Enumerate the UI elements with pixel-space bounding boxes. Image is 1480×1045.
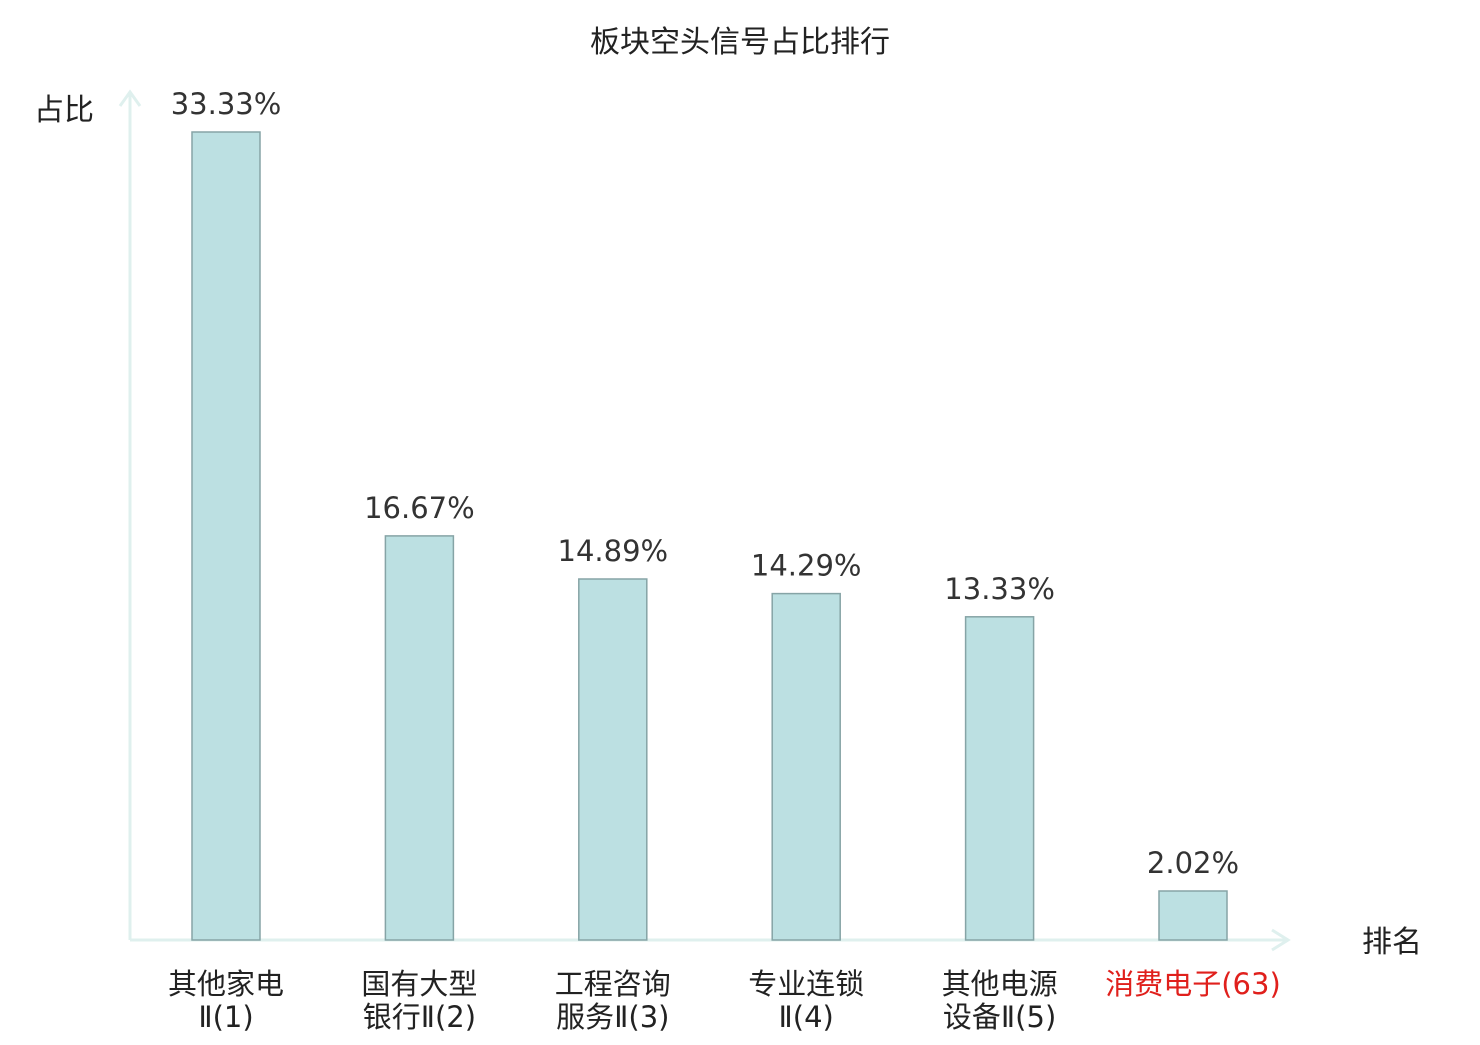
bar-value-label: 33.33% (171, 87, 282, 121)
x-tick-label: 国有大型 (361, 967, 477, 1001)
bar-value-label: 14.29% (751, 549, 862, 583)
chart-title: 板块空头信号占比排行 (590, 25, 890, 60)
bar-value-label: 16.67% (364, 491, 475, 525)
x-tick-label: 设备Ⅱ(5) (943, 1000, 1056, 1034)
x-tick-label: 消费电子(63) (1105, 967, 1281, 1001)
x-tick-label: Ⅱ(4) (779, 1000, 834, 1034)
x-tick-label: 其他电源 (942, 967, 1058, 1001)
bar (191, 131, 261, 941)
x-tick-label: Ⅱ(1) (198, 1000, 253, 1034)
x-axis-label: 排名 (1362, 925, 1422, 960)
bar-value-label: 2.02% (1147, 846, 1239, 880)
x-tick-label: 服务Ⅱ(3) (556, 1000, 669, 1034)
x-axis-arrow-icon (1271, 928, 1291, 952)
bar (1158, 890, 1228, 941)
x-tick-label: 其他家电 (168, 967, 284, 1001)
bar (964, 616, 1035, 941)
y-axis-arrow-icon (118, 89, 142, 107)
bar (578, 578, 648, 941)
x-tick-label: 专业连锁 (748, 967, 864, 1001)
y-axis-label: 占比 (34, 93, 94, 128)
bar (771, 592, 841, 941)
bar-value-label: 13.33% (944, 572, 1055, 606)
x-tick-label: 银行Ⅱ(2) (363, 1000, 476, 1034)
x-tick-label: 工程咨询 (555, 967, 671, 1001)
bar-value-label: 14.89% (558, 534, 669, 568)
bar (384, 535, 455, 941)
